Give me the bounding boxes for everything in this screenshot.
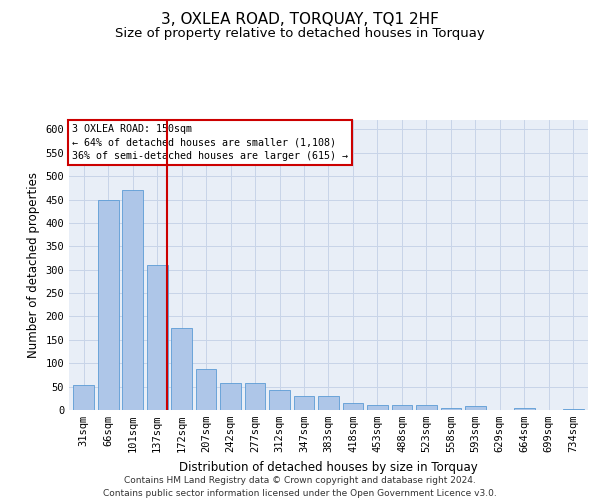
Text: Contains public sector information licensed under the Open Government Licence v3: Contains public sector information licen…: [103, 489, 497, 498]
Bar: [563, 408, 584, 410]
Bar: [220, 384, 241, 410]
Bar: [98, 200, 119, 410]
Bar: [122, 190, 143, 410]
Bar: [269, 390, 290, 410]
Bar: [318, 396, 339, 410]
Bar: [147, 265, 167, 410]
Text: Size of property relative to detached houses in Torquay: Size of property relative to detached ho…: [115, 28, 485, 40]
Text: 3, OXLEA ROAD, TORQUAY, TQ1 2HF: 3, OXLEA ROAD, TORQUAY, TQ1 2HF: [161, 12, 439, 28]
X-axis label: Distribution of detached houses by size in Torquay: Distribution of detached houses by size …: [179, 460, 478, 473]
Bar: [514, 408, 535, 410]
Bar: [465, 406, 486, 410]
Text: Contains HM Land Registry data © Crown copyright and database right 2024.: Contains HM Land Registry data © Crown c…: [124, 476, 476, 485]
Bar: [343, 403, 364, 410]
Bar: [392, 406, 412, 410]
Bar: [293, 396, 314, 410]
Bar: [440, 408, 461, 410]
Bar: [171, 328, 192, 410]
Bar: [245, 384, 265, 410]
Y-axis label: Number of detached properties: Number of detached properties: [27, 172, 40, 358]
Bar: [196, 369, 217, 410]
Text: 3 OXLEA ROAD: 150sqm
← 64% of detached houses are smaller (1,108)
36% of semi-de: 3 OXLEA ROAD: 150sqm ← 64% of detached h…: [71, 124, 347, 161]
Bar: [416, 406, 437, 410]
Bar: [367, 406, 388, 410]
Bar: [73, 385, 94, 410]
